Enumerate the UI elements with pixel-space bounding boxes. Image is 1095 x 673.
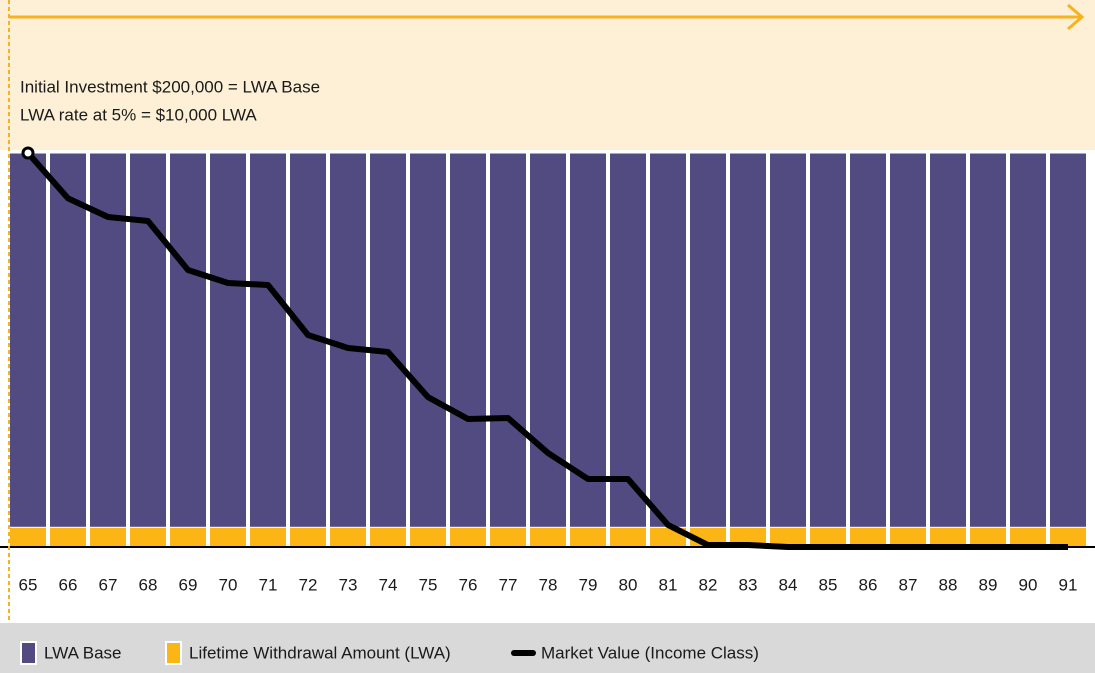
- x-tick-label: 74: [379, 575, 398, 594]
- x-tick-label: 75: [419, 575, 438, 594]
- bar: [929, 152, 967, 548]
- bar: [249, 526, 287, 548]
- x-tick-label: 78: [539, 575, 558, 594]
- x-tick-label: 82: [699, 575, 718, 594]
- x-tick-label: 76: [459, 575, 478, 594]
- bar: [129, 526, 167, 548]
- legend-swatch: [20, 641, 37, 665]
- legend-label: LWA Base: [44, 643, 121, 662]
- x-tick-label: 72: [299, 575, 318, 594]
- bar: [529, 526, 567, 548]
- bar: [689, 152, 727, 548]
- x-tick-label: 89: [979, 575, 998, 594]
- x-tick-label: 90: [1019, 575, 1038, 594]
- annotation: Initial Investment $200,000 = LWA Base: [20, 77, 320, 96]
- x-tick-label: 87: [899, 575, 918, 594]
- bar: [529, 152, 567, 548]
- legend-label: Lifetime Withdrawal Amount (LWA): [189, 643, 451, 662]
- bar: [969, 152, 1007, 548]
- x-tick-label: 81: [659, 575, 678, 594]
- bar: [49, 526, 87, 548]
- bar: [409, 526, 447, 548]
- bar: [489, 152, 527, 548]
- bar: [1009, 152, 1047, 548]
- x-tick-label: 65: [19, 575, 38, 594]
- x-tick-label: 80: [619, 575, 638, 594]
- x-tick-label: 66: [59, 575, 78, 594]
- bar: [769, 152, 807, 548]
- arrow-head: [1067, 3, 1085, 31]
- bar: [609, 526, 647, 548]
- x-tick-label: 84: [779, 575, 798, 594]
- bar: [329, 526, 367, 548]
- x-tick-label: 88: [939, 575, 958, 594]
- bar: [809, 152, 847, 548]
- x-tick-label: 77: [499, 575, 518, 594]
- bar: [569, 526, 607, 548]
- bar: [409, 152, 447, 548]
- x-tick-label: 85: [819, 575, 838, 594]
- bar: [169, 152, 207, 548]
- legend-band: [0, 623, 1095, 673]
- x-tick-label: 83: [739, 575, 758, 594]
- x-tick-label: 67: [99, 575, 118, 594]
- legend-swatch: [165, 641, 182, 665]
- bar: [49, 152, 87, 548]
- bar: [729, 152, 767, 548]
- bar: [489, 526, 527, 548]
- bar: [449, 526, 487, 548]
- bar: [209, 526, 247, 548]
- x-tick-label: 86: [859, 575, 878, 594]
- bar: [369, 526, 407, 548]
- bar: [889, 152, 927, 548]
- x-tick-label: 79: [579, 575, 598, 594]
- x-tick-label: 68: [139, 575, 158, 594]
- bar: [569, 152, 607, 548]
- line: [25, 151, 1068, 550]
- header-band: [0, 0, 1095, 150]
- bar: [249, 152, 287, 548]
- bar: [1049, 152, 1087, 548]
- bar: [89, 526, 127, 548]
- bar: [129, 152, 167, 548]
- bar: [209, 152, 247, 548]
- bar: [649, 152, 687, 548]
- bar: [9, 526, 47, 548]
- bar: [609, 152, 647, 548]
- bar: [289, 152, 327, 548]
- legend-label: Market Value (Income Class): [541, 643, 759, 662]
- annotation: LWA rate at 5% = $10,000 LWA: [20, 105, 257, 124]
- x-tick-label: 70: [219, 575, 238, 594]
- bar: [169, 526, 207, 548]
- x-tick-label: 73: [339, 575, 358, 594]
- bar: [449, 152, 487, 548]
- start-marker: [21, 146, 35, 160]
- x-tick-label: 71: [259, 575, 278, 594]
- bar: [9, 152, 47, 548]
- bar: [849, 152, 887, 548]
- x-tick-label: 69: [179, 575, 198, 594]
- x-tick-label: 91: [1059, 575, 1078, 594]
- bar: [289, 526, 327, 548]
